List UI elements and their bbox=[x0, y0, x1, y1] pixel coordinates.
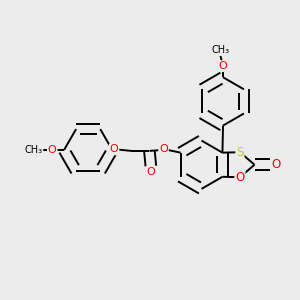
Text: CH₃: CH₃ bbox=[24, 145, 43, 155]
Text: S: S bbox=[236, 146, 244, 159]
Text: O: O bbox=[146, 167, 155, 177]
Text: CH₃: CH₃ bbox=[211, 45, 229, 55]
Text: O: O bbox=[235, 171, 244, 184]
Text: O: O bbox=[271, 158, 280, 171]
Text: O: O bbox=[219, 61, 227, 71]
Text: O: O bbox=[48, 145, 57, 155]
Text: O: O bbox=[159, 144, 168, 154]
Text: O: O bbox=[110, 144, 118, 154]
